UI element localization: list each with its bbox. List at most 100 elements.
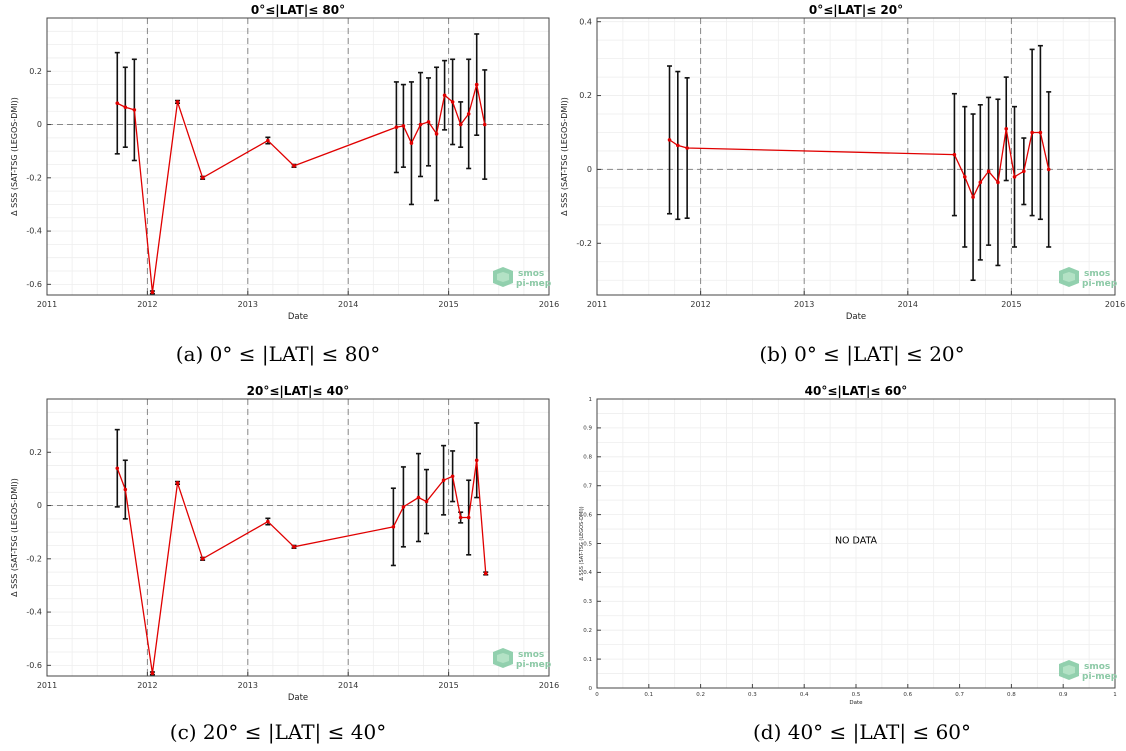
chart-panel-1: 2011 2012 2013 2014 2015 2016 -0.6 -0.4 -0.2 0 0.2… bbox=[10, 3, 559, 367]
logo-mark bbox=[1063, 665, 1075, 675]
data-point bbox=[483, 571, 488, 576]
data-point bbox=[676, 143, 680, 148]
grid bbox=[46, 17, 550, 295]
data-point bbox=[175, 100, 180, 104]
data-point bbox=[952, 152, 957, 157]
x-tick-label: 2012 bbox=[137, 681, 157, 690]
data-point bbox=[1038, 130, 1043, 135]
x-tick-label: 2014 bbox=[338, 681, 358, 690]
y-tick-label: 0.3 bbox=[583, 599, 592, 605]
data-point bbox=[416, 495, 421, 500]
y-tick-label: 0.2 bbox=[29, 448, 42, 457]
axes-frame bbox=[46, 398, 550, 677]
grid bbox=[46, 398, 550, 676]
y-tick-label: -0.6 bbox=[26, 661, 42, 670]
data-point bbox=[450, 474, 455, 479]
data-point bbox=[962, 175, 967, 179]
y-tick-label: 0.1 bbox=[583, 657, 592, 663]
y-tick-label: -0.4 bbox=[26, 608, 42, 617]
x-tick-label: 1 bbox=[1113, 692, 1117, 698]
x-tick-label: 2016 bbox=[539, 300, 559, 309]
reference-lines bbox=[47, 399, 549, 676]
y-tick-label: 0.8 bbox=[583, 455, 592, 461]
y-axis-label: Δ SSS (SAT-TSG (LEGOS-DMI)) bbox=[10, 478, 19, 597]
figure-caption: (b) 0° ≤ |LAT| ≤ 20° bbox=[759, 342, 964, 367]
data-point bbox=[426, 120, 431, 124]
logo-text: pi-mep bbox=[516, 660, 552, 670]
logo-text: smos bbox=[1084, 269, 1110, 279]
x-tick-label: 0.7 bbox=[955, 692, 964, 698]
data-point bbox=[409, 141, 414, 145]
y-tick-label: 0.9 bbox=[583, 426, 592, 432]
y-tick-label: 0.2 bbox=[583, 628, 592, 634]
x-tick-label: 2015 bbox=[438, 681, 458, 690]
x-tick-label: 2011 bbox=[37, 681, 57, 690]
data-point bbox=[123, 105, 128, 110]
data-point bbox=[458, 122, 463, 127]
data-point bbox=[123, 487, 128, 492]
chart-title: 40°≤|LAT|≤ 60° bbox=[805, 384, 908, 398]
x-tick-label: 0.4 bbox=[800, 692, 809, 698]
y-axis-label: Δ SSS (SAT-TSG (LEGOS-DMI)) bbox=[10, 97, 19, 216]
y-tick-label: -0.4 bbox=[26, 227, 42, 236]
data-point bbox=[200, 176, 205, 180]
x-tick-label: 0.9 bbox=[1059, 692, 1068, 698]
x-tick-label: 0.5 bbox=[852, 692, 861, 698]
figure-caption: (d) 40° ≤ |LAT| ≤ 60° bbox=[753, 720, 971, 745]
data-point bbox=[474, 458, 479, 463]
x-tick-label: 2013 bbox=[238, 681, 258, 690]
data-point bbox=[442, 93, 447, 98]
y-tick-label: 0.4 bbox=[579, 17, 592, 26]
logo-mark bbox=[497, 272, 509, 282]
x-tick-label: 2013 bbox=[794, 300, 814, 309]
axes-frame bbox=[596, 17, 1116, 296]
y-tick-label: 0.5 bbox=[583, 541, 592, 547]
data-point bbox=[667, 138, 672, 142]
x-tick-label: 2016 bbox=[1105, 300, 1125, 309]
x-tick-label: 0.6 bbox=[903, 692, 912, 698]
y-tick-label: 1 bbox=[589, 397, 593, 403]
logo-text: smos bbox=[518, 269, 544, 279]
x-axis-label: Date bbox=[288, 312, 308, 322]
data-point bbox=[418, 122, 423, 127]
y-tick-label: -0.2 bbox=[26, 554, 42, 563]
data-point bbox=[450, 100, 455, 104]
data-point bbox=[150, 290, 155, 295]
logo-text: pi-mep bbox=[1082, 279, 1118, 289]
data-point bbox=[266, 138, 270, 143]
logo-text: pi-mep bbox=[1082, 672, 1118, 682]
data-point bbox=[266, 519, 270, 524]
x-tick-label: 0.1 bbox=[644, 692, 653, 698]
logo-text: pi-mep bbox=[516, 279, 552, 289]
x-tick-label: 2015 bbox=[438, 300, 458, 309]
data-point bbox=[1004, 127, 1009, 131]
x-tick-label: 2012 bbox=[690, 300, 710, 309]
data-point bbox=[115, 466, 120, 471]
data-point bbox=[978, 180, 983, 185]
x-tick-label: 2014 bbox=[338, 300, 358, 309]
grid bbox=[596, 398, 1116, 689]
data-point bbox=[1012, 175, 1017, 179]
data-point bbox=[971, 195, 975, 199]
data-point bbox=[1046, 167, 1051, 172]
y-tick-label: 0 bbox=[37, 120, 42, 129]
y-axis-label: Δ SSS (SAT-TSG (LEGOS-DMI)) bbox=[560, 97, 569, 216]
axes-frame bbox=[46, 17, 550, 296]
grid bbox=[596, 18, 1116, 295]
data-point bbox=[394, 125, 399, 130]
y-tick-label: -0.2 bbox=[26, 173, 42, 182]
data-point bbox=[1030, 130, 1034, 135]
data-point bbox=[424, 499, 429, 504]
logo-text: smos bbox=[1084, 662, 1110, 672]
data-point bbox=[115, 101, 120, 106]
y-tick-label: 0.2 bbox=[579, 91, 592, 100]
series-line bbox=[116, 84, 486, 293]
figure-caption: (c) 20° ≤ |LAT| ≤ 40° bbox=[170, 720, 386, 745]
data-point bbox=[458, 515, 463, 520]
data-point bbox=[175, 481, 180, 485]
